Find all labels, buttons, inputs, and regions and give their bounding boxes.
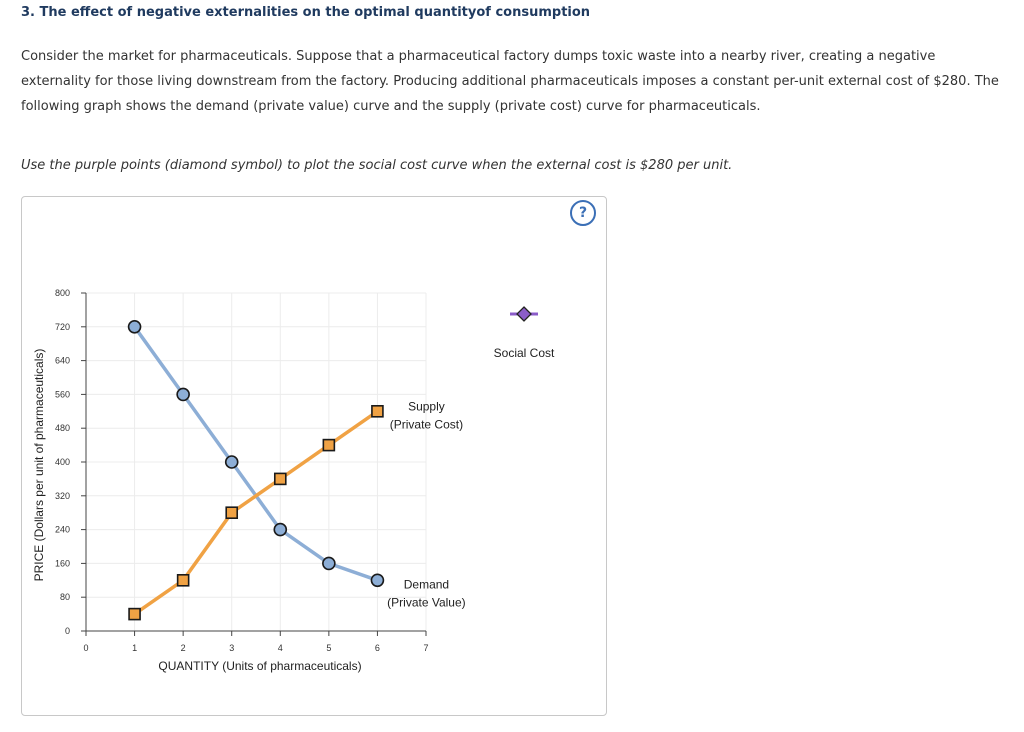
y-tick-label: 560 (55, 389, 70, 399)
x-tick-label: 5 (326, 643, 331, 653)
social-cost-tool[interactable]: Social Cost (494, 306, 555, 360)
supply-point[interactable] (176, 573, 190, 587)
demand-point[interactable] (370, 573, 385, 588)
demand-point[interactable] (224, 455, 239, 469)
x-tick-label: 0 (83, 643, 88, 653)
y-tick-label: 800 (55, 288, 70, 298)
y-tick-label: 0 (65, 626, 70, 636)
series-label: (Private Cost) (390, 417, 463, 431)
diamond-marker-icon[interactable] (516, 306, 532, 322)
y-axis-title: PRICE (Dollars per unit of pharmaceutica… (32, 349, 46, 582)
series-line (133, 325, 379, 582)
series-label: Supply (408, 399, 445, 413)
x-tick-label: 4 (278, 643, 283, 653)
y-tick-label: 400 (55, 457, 70, 467)
supply-point[interactable] (273, 472, 287, 486)
demand-point[interactable] (127, 319, 142, 334)
supply-point[interactable] (128, 607, 141, 621)
y-tick-label: 480 (55, 423, 70, 433)
y-tick-label: 80 (60, 592, 70, 602)
demand-point[interactable] (176, 387, 190, 402)
demand-point[interactable] (273, 522, 288, 537)
x-tick-label: 6 (375, 643, 380, 653)
y-tick-label: 160 (55, 558, 70, 568)
x-tick-labels: 0 1 2 3 4 5 6 7 (83, 631, 429, 653)
social-cost-label: Social Cost (494, 346, 555, 360)
x-tick-label: 2 (181, 643, 186, 653)
y-tick-labels: 0 80 160 240 320 400 480 560 640 720 800 (55, 288, 86, 636)
y-tick-label: 240 (55, 525, 70, 535)
series-label: Demand (404, 577, 449, 591)
x-axis-title: QUANTITY (Units of pharmaceuticals) (158, 659, 361, 673)
help-icon[interactable]: ? (570, 200, 596, 226)
series-label: (Private Value) (387, 595, 465, 609)
x-tick-label: 7 (423, 643, 428, 653)
question-heading: 3. The effect of negative externalities … (21, 5, 591, 20)
demand-point[interactable] (322, 556, 336, 571)
supply-point[interactable] (322, 438, 336, 452)
series-line (133, 409, 379, 616)
y-tick-label: 640 (55, 356, 70, 366)
supply-point[interactable] (225, 506, 239, 520)
instruction-text: Use the purple points (diamond symbol) t… (21, 158, 733, 173)
chart-series: Demand (Private Value) Supply (Private Cost… (127, 319, 466, 621)
x-tick-label: 3 (229, 643, 234, 653)
supply-point[interactable] (371, 404, 384, 418)
y-tick-label: 320 (55, 491, 70, 501)
x-tick-label: 1 (132, 643, 137, 653)
question-paragraph: Consider the market for pharmaceuticals.… (21, 49, 999, 114)
chart-grid (86, 292, 427, 631)
y-tick-label: 720 (55, 322, 70, 332)
